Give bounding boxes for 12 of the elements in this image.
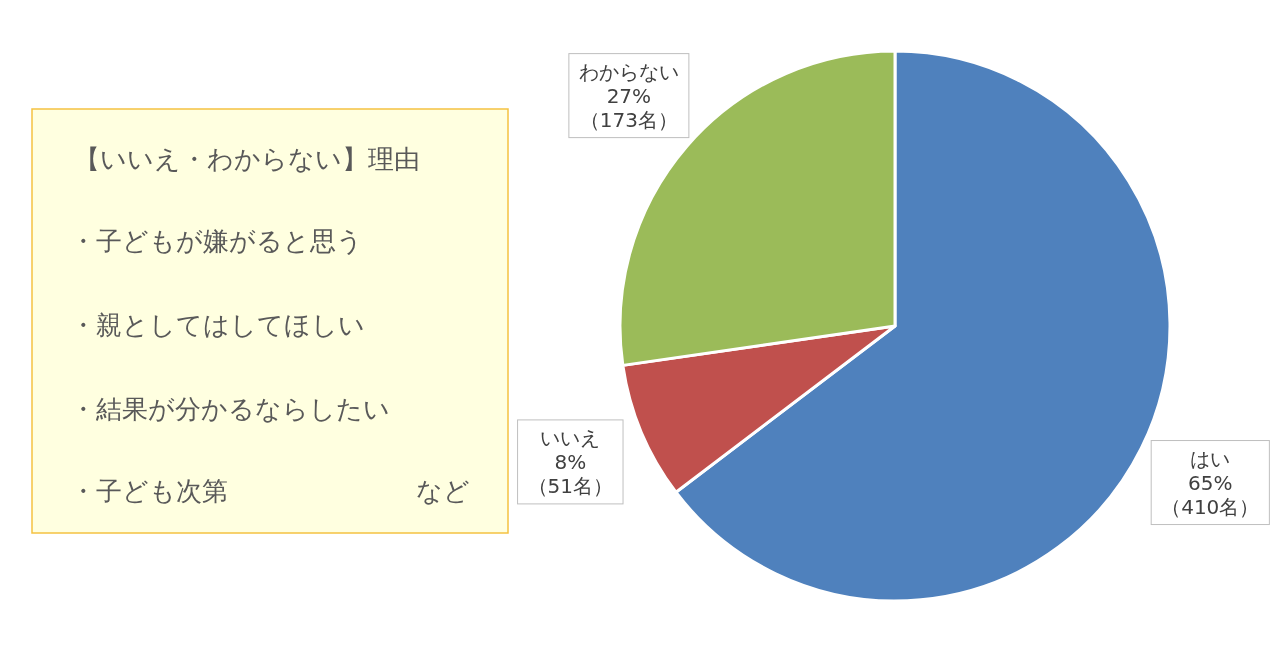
text: ・親としてはしてほしい xyxy=(70,310,365,340)
slice-label: はい xyxy=(1190,446,1231,471)
text: など xyxy=(416,476,470,506)
text: ・子どもが嫌がると思う xyxy=(70,226,363,256)
slice-label: いいえ xyxy=(540,426,601,451)
data-label: 27% （173名） xyxy=(579,83,678,132)
text: ・子ども次第 xyxy=(70,476,228,506)
data-label: 8% （51名） xyxy=(527,450,614,499)
text: 【いいえ・わからない】理由 xyxy=(74,144,420,174)
data-label: 65% （410名） xyxy=(1161,470,1260,519)
text: ・結果が分かるならしたい xyxy=(70,394,390,424)
slice-label: わからない xyxy=(578,59,679,84)
